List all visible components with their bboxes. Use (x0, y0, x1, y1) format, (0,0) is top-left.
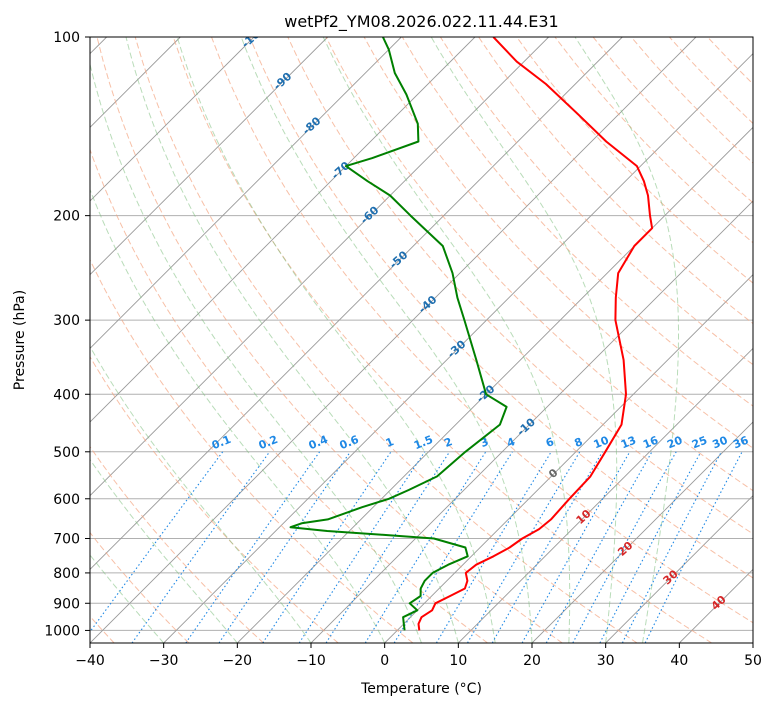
mixing-ratio-label: 36 (731, 434, 750, 452)
y-tick-label: 700 (53, 532, 80, 548)
mixing-ratio-label: 13 (619, 434, 638, 452)
mixing-ratio-line (325, 451, 451, 643)
mixing-ratio-label: 25 (690, 434, 709, 452)
x-tick-label: −10 (296, 653, 326, 669)
isotherm (90, 37, 328, 276)
y-axis: 1000 900 800 700 600 500 400 300 200 100 (44, 30, 90, 639)
isotherm (90, 37, 623, 570)
dry-adiabat (90, 355, 339, 643)
isotherm (237, 126, 753, 643)
dry-adiabat (439, 37, 753, 366)
dry-adiabat (90, 148, 488, 643)
mixing-ratio-line (364, 451, 487, 643)
x-axis: −40 −30 −20 −10 0 10 20 30 40 50 (75, 643, 762, 669)
y-tick-label: 200 (53, 209, 80, 225)
dry-adiabat (516, 37, 753, 284)
y-axis-title: Pressure (hPa) (12, 290, 28, 390)
dry-adiabat (211, 37, 753, 624)
isotherm (384, 274, 753, 643)
moist-adiabat (90, 188, 386, 643)
moist-adiabat (90, 554, 165, 643)
x-tick-label: −40 (75, 653, 105, 669)
mixing-ratio-line (90, 451, 224, 633)
y-tick-label: 300 (53, 313, 80, 329)
moist-adiabat (90, 458, 238, 643)
x-tick-label: −20 (223, 653, 253, 669)
moist-adiabat (90, 62, 422, 643)
mixing-ratio-label: 2 (442, 435, 454, 450)
mixing-ratio-line (435, 451, 552, 643)
isotherm-lines (90, 37, 753, 643)
isotherm (90, 37, 697, 643)
plot-background (90, 37, 753, 643)
mixing-ratio-label: 8 (572, 435, 584, 450)
dry-adiabat (287, 37, 753, 535)
dry-adiabat (401, 37, 753, 407)
y-tick-label: 100 (53, 30, 80, 46)
dry-adiabat (134, 37, 638, 643)
mixing-ratio-label: 3 (478, 435, 490, 450)
x-tick-label: 0 (380, 653, 389, 669)
sounding-profiles (289, 37, 654, 631)
y-tick-label: 500 (53, 445, 80, 461)
moist-adiabat-lines (90, 37, 679, 643)
mixing-ratio-line (185, 451, 321, 643)
y-tick-label: 800 (53, 566, 80, 582)
dry-adiabat (90, 258, 414, 643)
y-tick-label: 900 (53, 596, 80, 612)
dry-adiabat (249, 37, 753, 579)
isotherm (90, 37, 549, 497)
mixing-ratio-line (521, 451, 631, 643)
isotherm (458, 347, 753, 643)
mixing-ratio-label: 16 (641, 434, 660, 452)
mixing-ratio-line (644, 451, 743, 643)
plot-frame (89, 36, 754, 644)
mixing-ratio-label: 1 (384, 435, 396, 450)
isotherm (90, 37, 255, 202)
mixing-ratio-line (545, 451, 653, 643)
chart-title: wetPf2_YM08.2026.022.11.44.E31 (284, 12, 558, 32)
dewpoint-profile (289, 37, 508, 631)
isotherm (163, 53, 753, 643)
dry-adiabat (96, 37, 563, 643)
mixing-ratio-line (262, 451, 392, 643)
x-tick-label: 50 (744, 653, 762, 669)
dry-adiabat (172, 37, 712, 643)
moist-adiabat (125, 37, 459, 643)
pressure-grid (90, 37, 753, 631)
x-tick-label: 40 (670, 653, 688, 669)
y-tick-label: 600 (53, 492, 80, 508)
moist-adiabat (574, 37, 679, 643)
mixing-ratio-label: 20 (665, 434, 684, 452)
x-tick-label: 10 (449, 653, 467, 669)
isotherm (531, 421, 753, 643)
mixing-ratio-line (218, 451, 351, 643)
mixing-ratio-line (599, 451, 702, 643)
mixing-ratio-label: 10 (592, 434, 611, 452)
y-tick-label: 1000 (44, 623, 80, 639)
x-axis-title: Temperature (°C) (360, 681, 482, 697)
x-tick-label: 20 (523, 653, 541, 669)
moist-adiabat (430, 37, 618, 643)
dry-adiabat (90, 531, 190, 643)
moist-adiabat (322, 37, 571, 643)
moist-adiabat (176, 37, 496, 643)
isotherm (90, 37, 402, 349)
x-tick-label: −30 (149, 653, 179, 669)
moist-adiabat (240, 37, 533, 643)
temperature-profile (417, 37, 654, 631)
mixing-ratio-line (572, 451, 677, 643)
y-tick-label: 400 (53, 387, 80, 403)
dry-adiabat (90, 445, 264, 643)
isotherm (605, 495, 753, 643)
mixing-ratio-label: 30 (711, 434, 730, 452)
mixing-ratio-lines (90, 451, 743, 643)
moist-adiabat (90, 345, 312, 643)
x-tick-label: 30 (597, 653, 615, 669)
isotherm (90, 37, 476, 423)
mixing-ratio-line (131, 451, 271, 643)
dry-adiabat-lines (90, 37, 753, 643)
